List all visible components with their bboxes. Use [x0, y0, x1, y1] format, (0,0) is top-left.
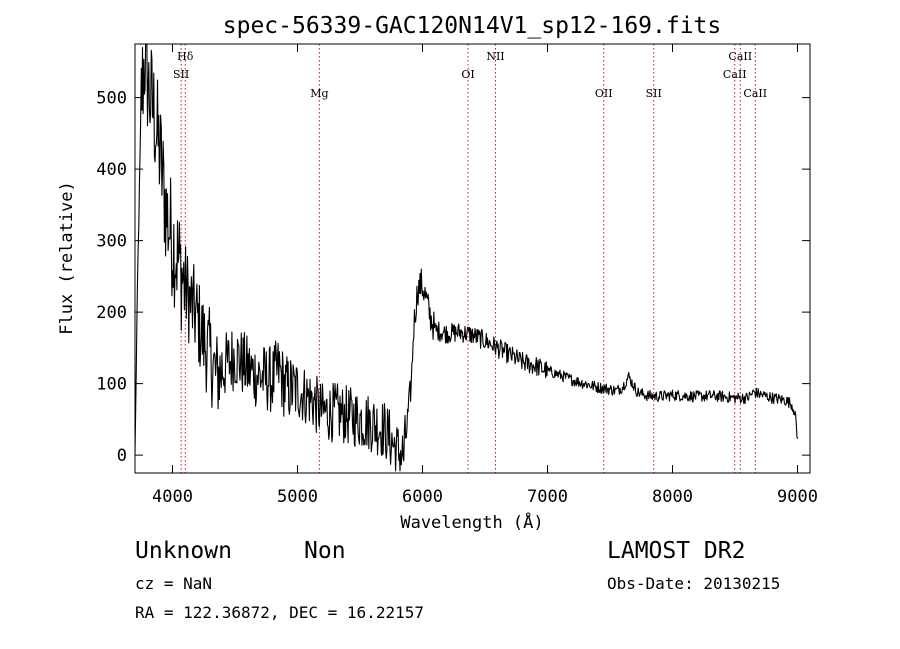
line-marker-label: OI — [461, 68, 474, 81]
x-tick-label: 8000 — [652, 487, 693, 507]
x-axis-label: Wavelength (Å) — [400, 511, 543, 533]
object-subclass: Non — [304, 538, 346, 564]
line-marker-label: Mg — [310, 87, 328, 100]
coordinates: RA = 122.36872, DEC = 16.22157 — [135, 603, 424, 622]
x-tick-label: 7000 — [527, 487, 568, 507]
spectrum-line — [134, 43, 799, 472]
obs-date: Obs-Date: 20130215 — [607, 574, 781, 593]
chart-title: spec-56339-GAC120N14V1_sp12-169.fits — [223, 13, 722, 39]
line-marker-label: CaII — [728, 50, 752, 63]
y-tick-label: 0 — [117, 446, 127, 466]
y-tick-label: 400 — [96, 160, 127, 180]
y-tick-label: 500 — [96, 89, 127, 109]
redshift-cz: cz = NaN — [135, 574, 213, 593]
line-marker-label: OII — [595, 87, 613, 100]
spectral-line-markers: Hδ SII Mg OI NII OII SII CaII CaII CaII — [173, 44, 767, 473]
survey-name: LAMOST DR2 — [607, 538, 746, 564]
plot-frame — [134, 43, 811, 474]
y-axis: 0 100 200 300 400 500 — [96, 89, 810, 466]
y-tick-label: 100 — [96, 375, 127, 395]
object-class: Unknown — [135, 538, 232, 564]
line-marker-label: Hδ — [177, 50, 194, 63]
y-axis-label: Flux (relative) — [57, 181, 77, 335]
line-marker-label: SII — [173, 68, 189, 81]
x-tick-label: 6000 — [402, 487, 443, 507]
line-marker-label: CaII — [743, 87, 767, 100]
line-marker-label: CaII — [723, 68, 747, 81]
y-tick-label: 300 — [96, 232, 127, 252]
line-marker-label: NII — [486, 50, 504, 63]
y-tick-label: 200 — [96, 303, 127, 323]
x-tick-label: 4000 — [152, 487, 193, 507]
x-tick-label: 9000 — [777, 487, 818, 507]
x-tick-label: 5000 — [277, 487, 318, 507]
line-marker-label: SII — [646, 87, 662, 100]
x-axis: 4000 5000 6000 7000 8000 9000 — [152, 44, 818, 507]
